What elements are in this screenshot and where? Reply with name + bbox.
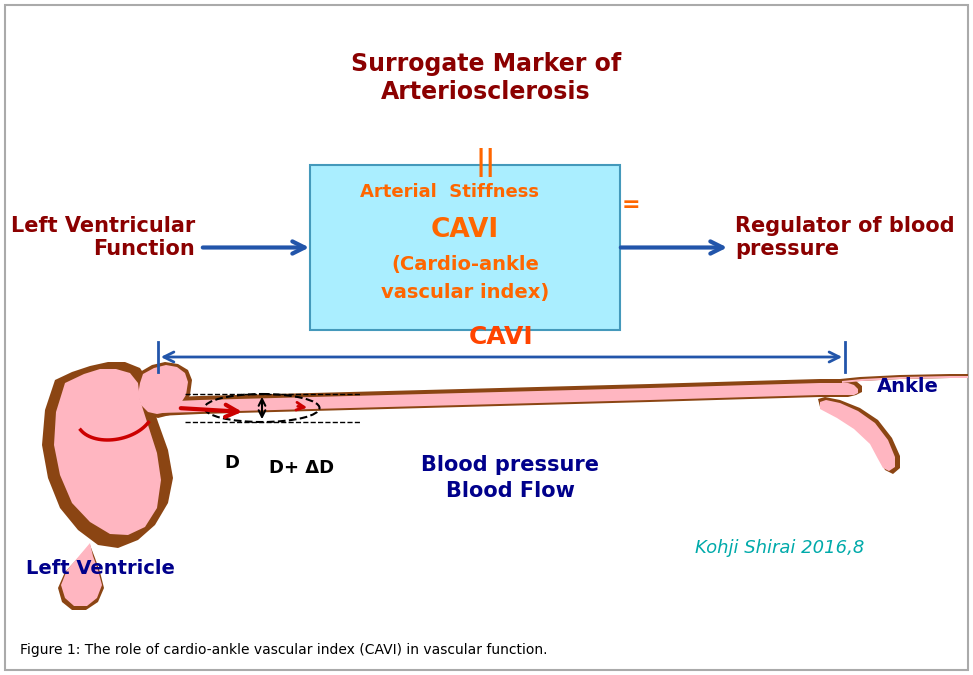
Text: CAVI: CAVI [431,217,499,243]
Text: Left Ventricle: Left Ventricle [25,558,174,578]
Text: Kohji Shirai 2016,8: Kohji Shirai 2016,8 [696,539,865,557]
Text: Blood pressure
Blood Flow: Blood pressure Blood Flow [421,455,599,502]
Text: D: D [225,454,239,472]
Polygon shape [818,397,900,474]
Text: Figure 1: The role of cardio-ankle vascular index (CAVI) in vascular function.: Figure 1: The role of cardio-ankle vascu… [20,643,548,657]
Polygon shape [820,400,895,471]
Text: Arterial  Stiffness: Arterial Stiffness [360,183,539,201]
Polygon shape [58,545,104,610]
Text: vascular index): vascular index) [380,283,549,302]
Polygon shape [137,362,192,418]
Polygon shape [61,543,102,606]
Polygon shape [840,374,968,383]
Text: =: = [622,195,640,215]
Text: (Cardio-ankle: (Cardio-ankle [391,255,539,274]
Text: Left Ventricular
Function: Left Ventricular Function [11,216,195,259]
Polygon shape [54,369,161,535]
Polygon shape [150,383,858,413]
Text: Ankle: Ankle [877,377,939,396]
Text: CAVI: CAVI [469,325,534,349]
Text: D+ ΔD: D+ ΔD [270,459,335,477]
Text: Regulator of blood
pressure: Regulator of blood pressure [735,216,955,259]
Polygon shape [147,379,862,416]
Polygon shape [138,365,188,414]
Polygon shape [842,376,968,383]
Bar [310,165,620,330]
Polygon shape [42,362,173,548]
Text: Surrogate Marker of
Arteriosclerosis: Surrogate Marker of Arteriosclerosis [351,52,621,104]
Text: ||: || [476,148,496,177]
